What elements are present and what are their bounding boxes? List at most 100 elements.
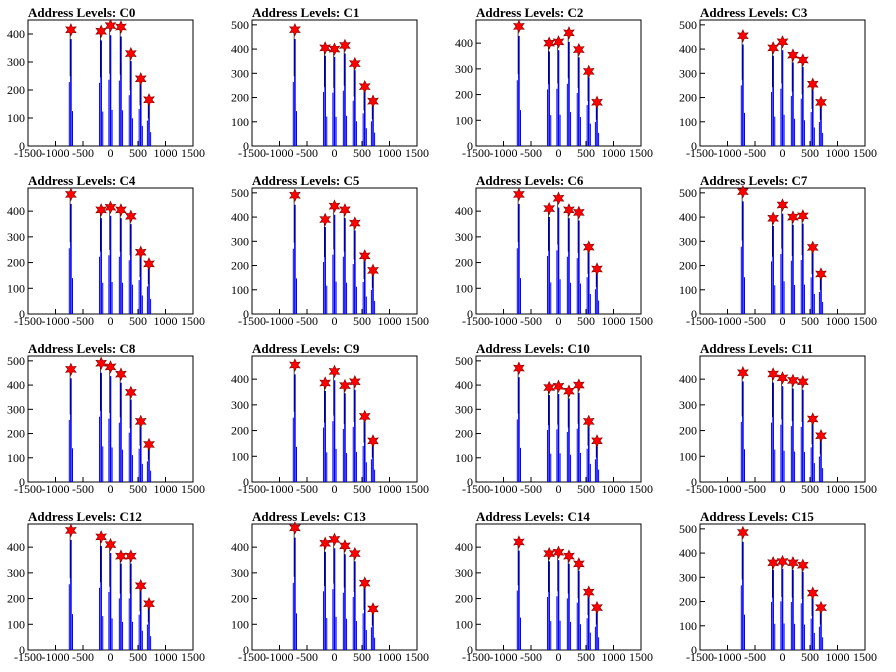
x-tick-label: 1500 [181, 314, 205, 328]
x-tick-label: 500 [801, 650, 819, 664]
peak-marker [358, 409, 371, 424]
x-tick-label: 1000 [154, 650, 178, 664]
panel-10: Address Levels: C10 0 100 200 300 400 500 -1500… [455, 341, 653, 496]
peak-marker [328, 364, 341, 379]
y-tick-label: 100 [679, 619, 697, 633]
peak-marker [573, 205, 585, 220]
peak-marker [104, 360, 117, 374]
x-tick-label: -500 [520, 314, 542, 328]
x-tick-label: 500 [353, 314, 371, 328]
panel-title: Address Levels: C5 [252, 173, 360, 188]
peak-marker [115, 203, 127, 217]
x-tick-label: 0 [108, 314, 114, 328]
x-tick-label: -500 [72, 650, 94, 664]
panel-title: Address Levels: C4 [28, 173, 136, 188]
y-tick-label: 100 [679, 283, 697, 297]
x-tick-label: 0 [556, 314, 562, 328]
peak-marker [582, 240, 595, 254]
x-tick-label: 1000 [602, 482, 626, 496]
x-tick-label: 1000 [378, 482, 402, 496]
x-tick-label: 500 [577, 146, 595, 160]
x-tick-label: -1000 [490, 314, 518, 328]
peak-marker [787, 48, 799, 62]
y-tick-label: 0 [467, 139, 473, 153]
x-tick-label: -1000 [266, 314, 294, 328]
x-tick-label: 500 [129, 482, 147, 496]
y-tick-label: 200 [7, 592, 25, 606]
x-tick-label: -1500 [686, 650, 714, 664]
x-tick-label: 1500 [405, 650, 429, 664]
peak-marker [115, 20, 127, 34]
x-tick-label: 1000 [378, 314, 402, 328]
panel-14: Address Levels: C14 0 100 200 300 400 -1500 -10… [455, 509, 653, 664]
x-tick-label: 0 [108, 482, 114, 496]
y-tick-label: 0 [691, 139, 697, 153]
y-tick-label: 100 [679, 449, 697, 463]
y-tick-label: 200 [455, 256, 473, 270]
x-tick-label: -1000 [490, 482, 518, 496]
x-tick-label: -1500 [686, 482, 714, 496]
x-tick-label: 1000 [602, 146, 626, 160]
peak-marker [591, 95, 603, 110]
peak-marker [289, 358, 301, 372]
y-tick-label: 400 [455, 204, 473, 218]
x-tick-label: -1000 [714, 482, 742, 496]
x-tick-label: -1500 [14, 482, 42, 496]
x-tick-label: 500 [129, 650, 147, 664]
y-tick-label: 300 [679, 570, 697, 584]
y-tick-label: 400 [679, 210, 697, 224]
panel-13: Address Levels: C13 0 100 200 300 400 -1500 -10… [231, 509, 429, 664]
peak-marker [582, 585, 595, 599]
y-tick-label: 0 [243, 475, 249, 489]
peak-marker [513, 19, 525, 34]
peak-marker [104, 18, 117, 33]
x-tick-label: 0 [780, 146, 786, 160]
panel-1: Address Levels: C10100200300400500-1500-… [231, 5, 429, 160]
x-tick-label: -1500 [462, 482, 490, 496]
y-tick-label: 300 [231, 566, 249, 580]
peak-marker [104, 537, 117, 552]
panel-title: Address Levels: C10 [476, 341, 590, 356]
x-tick-label: -1500 [238, 650, 266, 664]
x-tick-label: 500 [577, 482, 595, 496]
peak-marker [143, 257, 155, 271]
x-tick-label: 1500 [181, 650, 205, 664]
peak-marker [289, 521, 301, 535]
x-tick-label: -1000 [266, 650, 294, 664]
y-tick-label: 300 [455, 566, 473, 580]
x-tick-label: 1500 [853, 146, 877, 160]
x-tick-label: -1000 [714, 314, 742, 328]
peak-marker [573, 378, 585, 392]
peak-marker [134, 245, 147, 260]
x-tick-label: -500 [744, 650, 766, 664]
y-tick-label: 200 [455, 427, 473, 441]
y-tick-label: 100 [231, 617, 249, 631]
y-tick-label: 100 [231, 115, 249, 129]
x-tick-label: 500 [801, 314, 819, 328]
peak-marker [767, 367, 779, 381]
x-tick-label: -1000 [42, 650, 70, 664]
panel-title: Address Levels: C15 [700, 509, 814, 524]
y-tick-label: 100 [455, 451, 473, 465]
y-tick-label: 300 [455, 230, 473, 244]
peak-marker [806, 412, 819, 426]
x-tick-label: 0 [108, 146, 114, 160]
y-tick-label: 200 [679, 595, 697, 609]
y-tick-label: 300 [231, 234, 249, 248]
peak-marker [339, 38, 351, 53]
x-tick-label: -500 [296, 314, 318, 328]
peak-marker [339, 539, 351, 553]
peak-marker [339, 203, 351, 217]
x-tick-label: -500 [744, 146, 766, 160]
peak-marker [582, 64, 595, 79]
y-tick-label: 400 [231, 42, 249, 56]
y-tick-label: 500 [455, 354, 473, 368]
peak-marker [543, 201, 555, 216]
y-tick-label: 0 [19, 139, 25, 153]
x-tick-label: 500 [129, 146, 147, 160]
peak-marker [787, 373, 799, 388]
y-tick-label: 300 [679, 66, 697, 80]
x-tick-label: 0 [332, 650, 338, 664]
x-tick-label: 1500 [629, 482, 653, 496]
